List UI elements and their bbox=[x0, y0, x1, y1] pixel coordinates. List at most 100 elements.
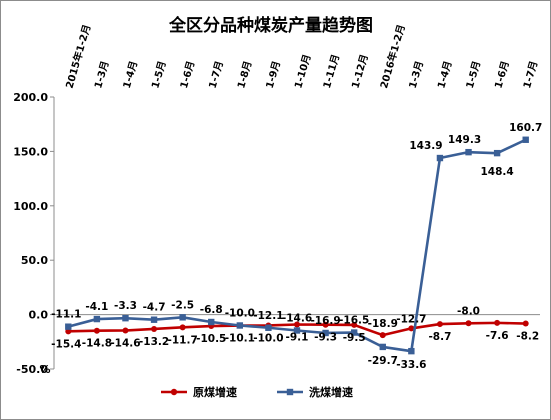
data-label: -14.8 bbox=[82, 338, 112, 350]
legend: 原煤增速 洗煤增速 bbox=[161, 385, 353, 399]
data-point bbox=[522, 320, 529, 327]
legend-marker bbox=[286, 388, 294, 396]
data-point bbox=[322, 321, 329, 328]
x-tick-label: 1-11月 bbox=[321, 53, 342, 90]
data-label: -16.5 bbox=[339, 315, 369, 327]
y-tick-label: 150.0 bbox=[13, 145, 48, 158]
data-label: 143.9 bbox=[409, 140, 442, 152]
data-point bbox=[408, 325, 415, 332]
data-point bbox=[522, 136, 529, 143]
data-label: -12.1 bbox=[253, 310, 283, 322]
data-point bbox=[93, 327, 100, 334]
data-label: -10.5 bbox=[196, 333, 226, 345]
data-label: -4.7 bbox=[143, 302, 166, 314]
data-label: -7.6 bbox=[486, 330, 509, 342]
x-tick-label: 1-3月 bbox=[407, 60, 426, 90]
data-label: 149.3 bbox=[448, 134, 481, 146]
data-label: -2.5 bbox=[171, 299, 194, 311]
x-tick-label: 1-4月 bbox=[435, 60, 454, 90]
data-point bbox=[93, 315, 101, 323]
data-point bbox=[408, 347, 415, 355]
data-point bbox=[322, 329, 329, 337]
x-tick-label: 1-12月 bbox=[350, 53, 371, 90]
data-point bbox=[436, 154, 444, 162]
x-tick-label: 1-5月 bbox=[149, 60, 168, 90]
x-tick-label: 2015年1-2月 bbox=[63, 23, 94, 90]
data-label: -10.1 bbox=[225, 333, 255, 345]
series-layer bbox=[65, 136, 529, 355]
data-labels: -15.4 -14.8-14.6-13.2-11.7-10.5-10.1-10.0… bbox=[51, 122, 542, 371]
legend-label: 洗煤增速 bbox=[309, 385, 353, 399]
data-label: -13.2 bbox=[139, 336, 169, 348]
data-label: -14.6 bbox=[282, 312, 312, 324]
data-label: -12.7 bbox=[396, 313, 426, 325]
data-point bbox=[379, 332, 386, 339]
data-label: -10.0 bbox=[225, 307, 255, 319]
x-tick-label: 1-7月 bbox=[207, 60, 226, 90]
data-label: -3.3 bbox=[114, 300, 137, 312]
x-tick-label: 1-9月 bbox=[264, 60, 283, 90]
data-point bbox=[122, 327, 129, 334]
data-label: -8.7 bbox=[428, 331, 451, 343]
data-label: -33.6 bbox=[396, 359, 426, 371]
data-point bbox=[350, 329, 358, 336]
y-tick-label: 50.0 bbox=[21, 254, 48, 267]
data-point bbox=[208, 318, 215, 326]
unit-label: % bbox=[39, 363, 50, 376]
data-point bbox=[179, 314, 186, 321]
data-point bbox=[65, 323, 72, 330]
data-label: 148.4 bbox=[481, 166, 514, 178]
x-tick-label: 1-6月 bbox=[178, 60, 197, 90]
data-point bbox=[122, 314, 129, 322]
chart-title: 全区分品种煤炭产量趋势图 bbox=[168, 15, 373, 36]
data-point bbox=[179, 324, 186, 331]
y-tick-label: 200.0 bbox=[13, 91, 48, 104]
data-label: -6.8 bbox=[200, 304, 223, 316]
data-label: -11.7 bbox=[168, 334, 198, 346]
x-tick-label: 1-4月 bbox=[121, 60, 140, 90]
legend-label: 原煤增速 bbox=[193, 385, 237, 399]
data-point bbox=[265, 324, 272, 331]
x-tick-label: 1-7月 bbox=[521, 60, 540, 90]
data-point bbox=[293, 327, 301, 334]
data-label: -8.0 bbox=[457, 305, 480, 317]
data-label: -9.1 bbox=[286, 332, 309, 344]
data-label: -14.6 bbox=[110, 337, 140, 349]
series-raw-coal bbox=[65, 319, 529, 339]
data-point bbox=[436, 321, 443, 328]
y-tick-label: -50.0 bbox=[16, 363, 48, 376]
legend-marker bbox=[170, 388, 178, 396]
data-label: -4.1 bbox=[85, 301, 108, 313]
data-label: -10.0 bbox=[253, 332, 283, 344]
data-label: 160.7 bbox=[509, 122, 542, 134]
data-point bbox=[351, 321, 358, 328]
series-washed-coal bbox=[65, 136, 529, 355]
data-label: -15.4 bbox=[51, 338, 81, 350]
data-label: -16.9 bbox=[310, 315, 340, 327]
data-point bbox=[494, 319, 501, 326]
data-point bbox=[236, 322, 244, 329]
data-point bbox=[151, 325, 158, 332]
legend-item: 洗煤增速 bbox=[277, 385, 353, 399]
data-point bbox=[493, 149, 501, 157]
y-tick-label: 100.0 bbox=[13, 200, 48, 213]
data-label: -8.2 bbox=[516, 331, 539, 343]
x-tick-label: 2016年1-2月 bbox=[377, 23, 408, 90]
data-point bbox=[150, 316, 158, 323]
data-label: -9.3 bbox=[314, 332, 337, 344]
data-point bbox=[379, 343, 386, 351]
legend-item: 原煤增速 bbox=[161, 385, 237, 399]
y-tick-label: 0.0 bbox=[29, 309, 49, 322]
data-label: -18.9 bbox=[368, 318, 398, 330]
x-tick-label: 1-5月 bbox=[464, 60, 483, 90]
data-label: -11.1 bbox=[51, 309, 81, 321]
x-tick-label: 1-10月 bbox=[292, 53, 313, 90]
x-tick-label: 1-6月 bbox=[492, 60, 511, 90]
data-label: -29.7 bbox=[368, 355, 398, 367]
data-point bbox=[465, 148, 472, 156]
x-tick-label: 1-3月 bbox=[92, 60, 111, 90]
x-tick-label: 1-8月 bbox=[235, 60, 254, 90]
data-label: -9.5 bbox=[343, 332, 366, 344]
